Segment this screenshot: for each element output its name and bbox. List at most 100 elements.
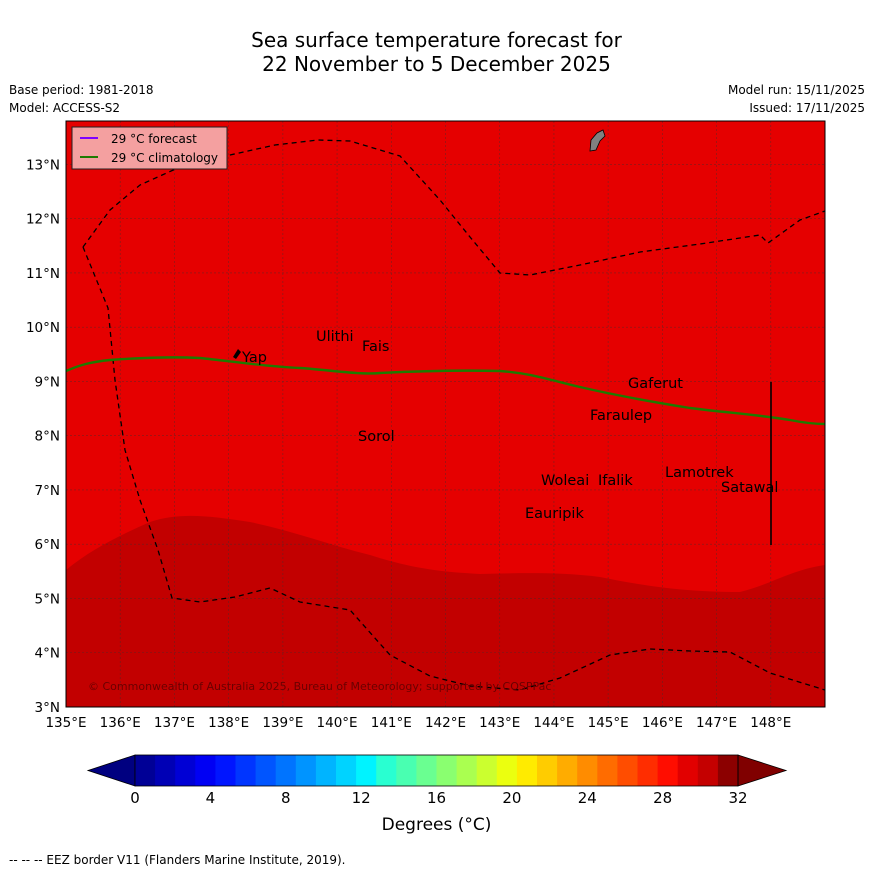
y-tick-label: 13°N (26, 157, 60, 173)
x-tick-label: 145°E (588, 715, 629, 731)
issued-date: Issued: 17/11/2025 (749, 101, 865, 115)
eez-border (82, 246, 826, 691)
colorbar-tick-label: 28 (653, 789, 672, 807)
x-tick-label: 147°E (696, 715, 737, 731)
colorbar-swatch (356, 755, 377, 786)
colorbar-swatch (717, 755, 739, 786)
colorbar-swatch (456, 755, 478, 786)
meta-left: Base period: 1981-2018 Model: ACCESS-S2 (9, 81, 154, 117)
colorbar-swatch (677, 755, 699, 786)
legend-box (71, 126, 228, 170)
x-tick-label: 138°E (208, 715, 249, 731)
colorbar-swatch (436, 755, 458, 786)
colorbar-swatch (175, 755, 196, 786)
colorbar-label: Degrees (°C) (381, 815, 492, 835)
colorbar-swatch (135, 755, 156, 786)
colorbar-swatch (597, 755, 618, 786)
x-tick-label: 137°E (154, 715, 195, 731)
colorbar-tick-label: 8 (281, 789, 291, 807)
copyright-text: © Commonwealth of Australia 2025, Bureau… (88, 680, 551, 693)
colorbar-swatch (577, 755, 598, 786)
title-line-2: 22 November to 5 December 2025 (262, 52, 611, 76)
yap-island (233, 349, 241, 359)
climatology-29c-line (65, 356, 826, 426)
colorbar-tick-label: 12 (352, 789, 371, 807)
legend-forecast-label: 29 °C forecast (111, 132, 197, 146)
y-tick-label: 11°N (26, 266, 60, 282)
colorbar: 0 4 8 12 16 20 24 28 32 (86, 754, 788, 807)
x-tick-label: 148°E (750, 715, 791, 731)
title-line-1: Sea surface temperature forecast for (251, 28, 622, 52)
colorbar-swatch (557, 755, 578, 786)
y-tick-label: 4°N (35, 646, 60, 662)
y-tick-label: 6°N (35, 537, 60, 553)
x-tick-label: 142°E (425, 715, 466, 731)
x-tick-label: 136°E (100, 715, 141, 731)
map-frame (65, 120, 826, 708)
colorbar-frame (134, 754, 739, 787)
place-sorol: Sorol (358, 429, 395, 445)
colorbar-swatch (295, 755, 317, 786)
legend: 29 °C forecast 29 °C climatology (71, 126, 228, 170)
colorbar-swatch (376, 755, 397, 786)
colorbar-swatch (396, 755, 417, 786)
model-run: Model run: 15/11/2025 (727, 83, 865, 97)
y-tick-label: 3°N (35, 700, 60, 716)
y-tick-label: 12°N (26, 212, 60, 228)
place-ifalik: Ifalik (598, 473, 633, 489)
colorbar-swatch (275, 755, 297, 786)
x-tick-label: 141°E (371, 715, 412, 731)
colorbar-tick-label: 24 (578, 789, 597, 807)
base-period: Base period: 1981-2018 (9, 83, 154, 97)
place-lamotrek: Lamotrek (665, 465, 734, 481)
place-faraulep: Faraulep (590, 408, 652, 424)
guam-island (589, 129, 606, 152)
colorbar-under-arrow (86, 754, 136, 787)
place-woleai: Woleai (541, 473, 589, 489)
x-tick-label: 139°E (262, 715, 303, 731)
colorbar-swatch (617, 755, 638, 786)
colorbar-swatch (697, 755, 719, 786)
place-eauripik: Eauripik (525, 506, 584, 522)
colorbar-swatch (416, 755, 437, 786)
place-yap: Yap (241, 350, 267, 366)
colorbar-tick-label: 0 (130, 789, 140, 807)
x-tick-label: 144°E (533, 715, 574, 731)
colorbar-swatch (336, 755, 357, 786)
y-tick-label: 7°N (35, 483, 60, 499)
eez-footnote: -- -- -- EEZ border V11 (Flanders Marine… (9, 853, 346, 867)
colorbar-swatch (657, 755, 679, 786)
colorbar-swatch (315, 755, 337, 786)
colorbar-swatch (215, 755, 236, 786)
x-tick-label: 146°E (642, 715, 683, 731)
place-fais: Fais (362, 339, 389, 355)
y-tick-label: 8°N (35, 429, 60, 445)
colorbar-tick-label: 32 (728, 789, 747, 807)
colorbar-swatch (496, 755, 518, 786)
meta-right: Model run: 15/11/2025 Issued: 17/11/2025 (728, 81, 865, 117)
chart-title: Sea surface temperature forecast for 22 … (0, 28, 873, 76)
y-tick-label: 5°N (35, 591, 60, 607)
model-name: Model: ACCESS-S2 (9, 101, 121, 115)
colorbar-swatch (476, 755, 498, 786)
x-tick-label: 143°E (479, 715, 520, 731)
y-tick-label: 10°N (26, 320, 60, 336)
sst-hot-region (66, 515, 825, 707)
place-satawal: Satawal (721, 480, 778, 496)
y-axis: 3°N 4°N 5°N 6°N 7°N 8°N 9°N 10°N 11°N 12°N 13°N (26, 157, 60, 716)
colorbar-swatch (516, 755, 538, 786)
colorbar-swatch (235, 755, 257, 786)
colorbar-swatch (637, 755, 659, 786)
place-labels: Ulithi Fais Yap Gaferut Faraulep Sorol L… (241, 329, 778, 522)
colorbar-tick-label: 20 (502, 789, 521, 807)
colorbar-swatch (155, 755, 176, 786)
colorbar-swatch (255, 755, 277, 786)
colorbar-swatch (195, 755, 216, 786)
x-tick-label: 135°E (45, 715, 86, 731)
colorbar-tick-label: 4 (206, 789, 216, 807)
colorbar-over-arrow (737, 754, 788, 787)
x-tick-label: 140°E (317, 715, 358, 731)
y-tick-label: 9°N (35, 374, 60, 390)
place-gaferut: Gaferut (628, 376, 683, 392)
